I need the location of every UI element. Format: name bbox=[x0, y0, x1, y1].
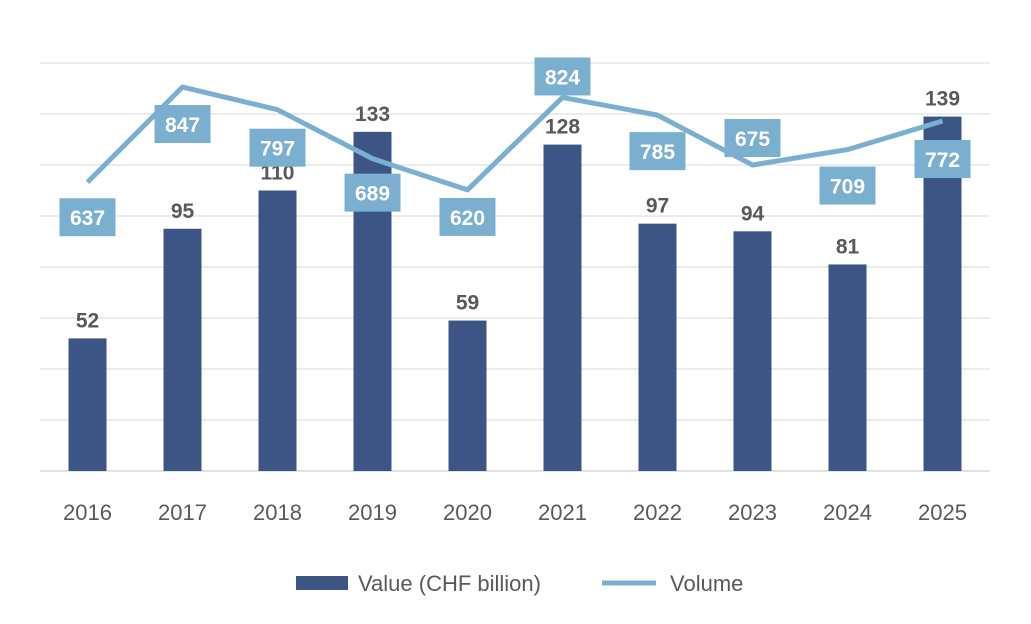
volume-label-box bbox=[819, 166, 876, 205]
volume-label-box bbox=[914, 140, 971, 179]
bar-2016 bbox=[68, 338, 107, 471]
x-tick-label: 2021 bbox=[538, 500, 587, 525]
volume-label-box bbox=[629, 132, 686, 171]
x-tick-label: 2016 bbox=[63, 500, 112, 525]
value-label: 59 bbox=[456, 292, 479, 315]
volume-label-box bbox=[249, 128, 306, 167]
volume-label: 772 bbox=[925, 149, 960, 172]
x-tick-label: 2020 bbox=[443, 500, 492, 525]
x-tick-label: 2018 bbox=[253, 500, 302, 525]
bar-2024 bbox=[828, 264, 867, 471]
volume-label: 847 bbox=[165, 114, 200, 137]
x-tick-label: 2019 bbox=[348, 500, 397, 525]
volume-label-box bbox=[439, 197, 496, 236]
volume-label: 689 bbox=[355, 183, 390, 206]
volume-label: 824 bbox=[545, 66, 580, 89]
volume-label-box bbox=[59, 198, 116, 237]
bar-2023 bbox=[733, 231, 772, 471]
x-tick-label: 2023 bbox=[728, 500, 777, 525]
value-label: 110 bbox=[261, 162, 295, 185]
volume-label: 797 bbox=[260, 138, 295, 161]
volume-label: 637 bbox=[70, 207, 105, 230]
x-tick-label: 2022 bbox=[633, 500, 682, 525]
value-label: 81 bbox=[836, 235, 860, 258]
volume-label: 785 bbox=[640, 141, 675, 164]
bar-2021 bbox=[543, 144, 582, 471]
legend-label-value: Value (CHF billion) bbox=[358, 571, 541, 596]
bar-2022 bbox=[638, 223, 677, 471]
legend-label-volume: Volume bbox=[670, 571, 743, 596]
value-label: 94 bbox=[741, 202, 765, 225]
value-label: 97 bbox=[646, 195, 669, 218]
value-label: 52 bbox=[76, 309, 99, 332]
volume-label-box bbox=[154, 105, 211, 144]
bar-2020 bbox=[448, 320, 487, 471]
value-label: 95 bbox=[171, 200, 195, 223]
volume-line bbox=[85, 84, 944, 193]
volume-label: 620 bbox=[450, 207, 485, 230]
x-tick-label: 2017 bbox=[158, 500, 207, 525]
value-label: 139 bbox=[925, 88, 960, 111]
x-tick-label: 2024 bbox=[823, 500, 872, 525]
bar-2017 bbox=[163, 228, 202, 471]
value-label: 133 bbox=[355, 103, 390, 126]
volume-label-box bbox=[724, 119, 781, 157]
x-tick-label: 2025 bbox=[918, 500, 967, 525]
volume-label: 675 bbox=[735, 128, 770, 151]
volume-label: 709 bbox=[830, 176, 865, 199]
legend-swatch-value bbox=[296, 576, 348, 590]
volume-label-box bbox=[344, 173, 401, 212]
volume-label-box bbox=[534, 57, 591, 96]
value-label: 128 bbox=[545, 116, 580, 139]
bar-2018 bbox=[258, 190, 297, 471]
